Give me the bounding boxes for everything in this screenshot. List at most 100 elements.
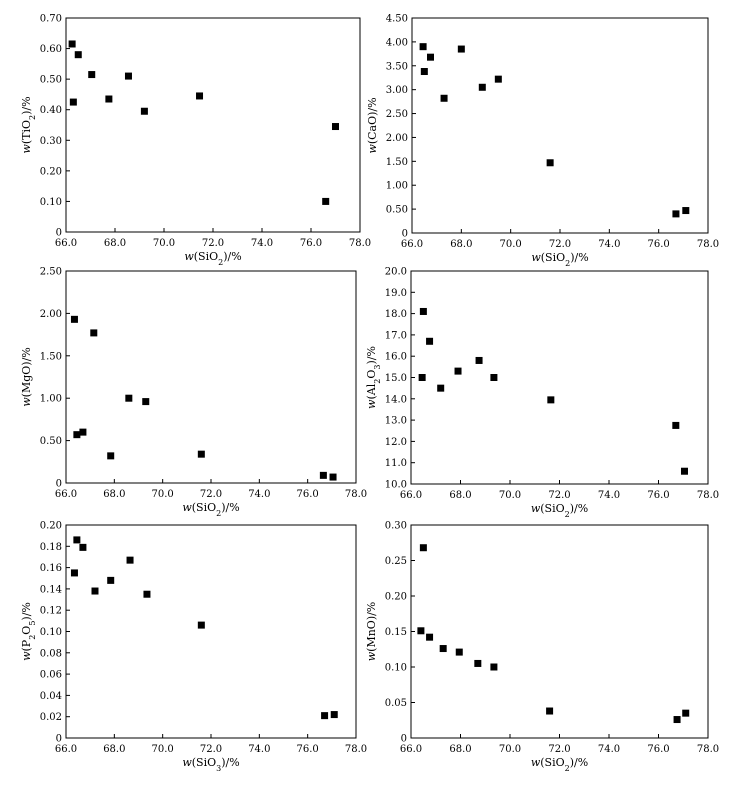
y-tick-label: 0.04 bbox=[40, 691, 62, 702]
data-point bbox=[673, 716, 681, 724]
y-tick-label: 11.0 bbox=[385, 458, 407, 469]
data-point bbox=[68, 40, 76, 48]
x-tick-label: 76.0 bbox=[300, 238, 322, 249]
data-point bbox=[682, 709, 690, 717]
data-point bbox=[88, 71, 96, 79]
x-tick-label: 76.0 bbox=[297, 744, 319, 755]
x-tick-label: 74.0 bbox=[251, 238, 273, 249]
y-tick-label: 0.18 bbox=[40, 542, 62, 553]
y-tick-label: 0.10 bbox=[40, 197, 62, 208]
x-tick-label: 72.0 bbox=[200, 489, 222, 500]
data-point bbox=[426, 337, 434, 345]
data-point bbox=[329, 473, 337, 481]
y-tick-label: 0 bbox=[56, 479, 62, 490]
x-tick-label: 76.0 bbox=[647, 490, 669, 501]
y-tick-label: 0.50 bbox=[40, 75, 62, 86]
plot-frame bbox=[65, 524, 357, 739]
data-point bbox=[107, 452, 115, 460]
data-point bbox=[490, 374, 498, 381]
x-axis-label: w(SiO2)/% bbox=[531, 502, 588, 519]
data-point bbox=[682, 207, 690, 215]
data-point bbox=[426, 633, 434, 641]
y-tick-label: 0.12 bbox=[40, 606, 62, 617]
x-tick-label: 68.0 bbox=[103, 489, 125, 500]
x-tick-label: 72.0 bbox=[548, 744, 570, 755]
y-tick-label: 0.30 bbox=[40, 136, 62, 147]
data-point bbox=[79, 543, 87, 551]
data-point bbox=[439, 645, 447, 653]
x-tick-label: 72.0 bbox=[548, 490, 570, 501]
y-tick-label: 0.50 bbox=[40, 436, 62, 447]
y-tick-label: 2.50 bbox=[40, 267, 62, 278]
y-tick-label: 0.20 bbox=[385, 592, 407, 603]
chart-panel-6: 66.0 68.0 70.0 72.0 74.0 76.0 78.0 0 0.05 0.10 0.1… bbox=[365, 521, 719, 773]
data-point bbox=[427, 53, 434, 61]
data-point bbox=[322, 197, 330, 205]
y-tick-label: 14.0 bbox=[385, 394, 407, 405]
y-tick-label: 0.06 bbox=[40, 670, 62, 681]
y-tick-label: 0 bbox=[401, 734, 407, 745]
data-point bbox=[125, 394, 133, 402]
plot-frame bbox=[65, 270, 357, 484]
x-tick-label: 78.0 bbox=[697, 744, 719, 755]
y-tick-label: 12.0 bbox=[385, 437, 407, 448]
x-tick-label: 74.0 bbox=[598, 744, 620, 755]
data-point bbox=[319, 471, 327, 479]
data-point bbox=[672, 210, 680, 218]
x-tick-label: 72.0 bbox=[200, 744, 222, 755]
x-tick-label: 78.0 bbox=[697, 239, 719, 250]
x-tick-label: 76.0 bbox=[647, 744, 669, 755]
plot-frame bbox=[65, 17, 361, 233]
x-tick-label: 70.0 bbox=[152, 744, 174, 755]
x-tick-label: 66.0 bbox=[55, 238, 77, 249]
x-tick-label: 78.0 bbox=[345, 744, 367, 755]
data-point bbox=[107, 576, 115, 584]
y-tick-label: 2.50 bbox=[386, 109, 408, 120]
x-tick-label: 70.0 bbox=[500, 239, 522, 250]
data-point bbox=[332, 123, 339, 131]
y-tick-label: 4.50 bbox=[386, 14, 408, 25]
x-tick-label: 66.0 bbox=[401, 239, 423, 250]
data-point bbox=[478, 83, 486, 91]
x-tick-label: 66.0 bbox=[400, 744, 422, 755]
y-axis-label: w(Al2O3)/% bbox=[365, 346, 382, 409]
x-tick-label: 68.0 bbox=[450, 239, 472, 250]
y-tick-label: 3.00 bbox=[386, 85, 408, 96]
data-point bbox=[70, 315, 78, 323]
y-tick-label: 15.0 bbox=[385, 373, 407, 384]
data-point bbox=[419, 43, 427, 51]
plot-frame bbox=[410, 270, 709, 485]
y-tick-label: 0.10 bbox=[385, 663, 407, 674]
x-tick-label: 70.0 bbox=[153, 238, 175, 249]
data-point bbox=[140, 107, 148, 115]
plot-frame bbox=[410, 524, 709, 739]
x-tick-label: 68.0 bbox=[449, 490, 471, 501]
y-tick-label: 0.40 bbox=[40, 105, 62, 116]
x-tick-label: 66.0 bbox=[55, 744, 77, 755]
data-point bbox=[73, 431, 81, 439]
y-tick-label: 18.0 bbox=[385, 309, 407, 320]
chart-panel-2: 66.0 68.0 70.0 72.0 74.0 76.0 78.0 0 0.50 1.00 1.5… bbox=[366, 14, 719, 268]
data-point bbox=[124, 72, 132, 80]
y-tick-label: 1.50 bbox=[386, 157, 408, 168]
x-tick-label: 74.0 bbox=[248, 489, 270, 500]
data-point bbox=[197, 621, 205, 629]
x-tick-label: 72.0 bbox=[202, 238, 224, 249]
x-axis-label: w(SiO2)/% bbox=[182, 501, 239, 518]
x-tick-label: 66.0 bbox=[400, 490, 422, 501]
data-point bbox=[418, 374, 426, 381]
data-point bbox=[437, 384, 445, 392]
data-point bbox=[73, 536, 81, 544]
x-tick-label: 78.0 bbox=[345, 489, 367, 500]
data-point bbox=[417, 627, 425, 635]
x-axis-label: w(SiO3)/% bbox=[182, 756, 239, 773]
x-tick-label: 78.0 bbox=[349, 238, 371, 249]
x-tick-label: 74.0 bbox=[248, 744, 270, 755]
y-tick-label: 0.70 bbox=[40, 14, 62, 25]
y-tick-label: 0 bbox=[56, 228, 62, 239]
y-axis-label: w(MgO)/% bbox=[20, 347, 33, 407]
chart-panel-4: 66.0 68.0 70.0 72.0 74.0 76.0 78.0 10.0 11.0 12.0… bbox=[365, 267, 719, 519]
y-tick-label: 4.00 bbox=[386, 37, 408, 48]
y-tick-label: 19.0 bbox=[385, 288, 407, 299]
y-tick-label: 0.16 bbox=[40, 563, 62, 574]
